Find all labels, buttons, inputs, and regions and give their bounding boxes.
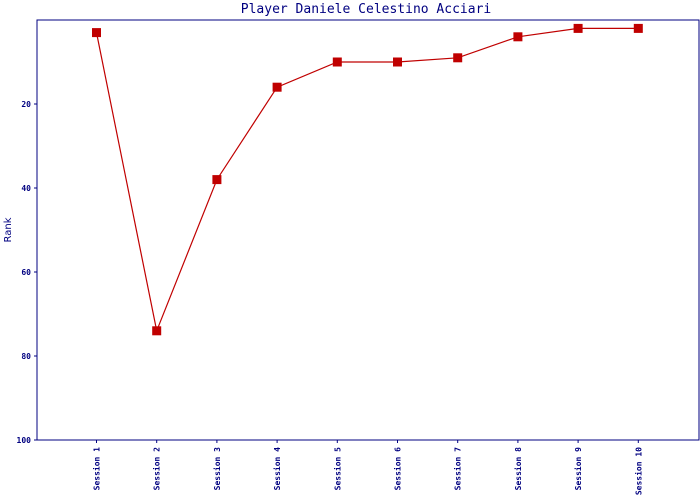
x-tick-label: Session 3 <box>212 447 222 491</box>
x-tick-label: Session 7 <box>453 447 463 491</box>
x-tick-label: Session 8 <box>513 447 523 491</box>
y-tick-label: 60 <box>21 268 31 277</box>
x-tick-label: Session 1 <box>92 447 102 491</box>
data-point-marker <box>152 326 162 336</box>
chart-title: Player Daniele Celestino Acciari <box>241 2 491 17</box>
data-point-marker <box>212 175 222 185</box>
x-tick-label: Session 6 <box>393 447 403 491</box>
data-point-marker <box>393 57 402 67</box>
x-tick-label: Session 2 <box>152 447 162 491</box>
data-point-marker <box>633 23 643 33</box>
data-point-marker <box>513 32 523 42</box>
series-layer <box>92 23 643 336</box>
y-tick-label: 40 <box>21 184 31 193</box>
data-point-marker <box>272 82 282 92</box>
plot-frame <box>36 19 700 441</box>
x-tick-label: Session 4 <box>272 447 282 491</box>
x-tick-label: Session 5 <box>332 447 342 491</box>
x-axis-ticks: Session 1 Session 2 Session 3 Session 4 Sess… <box>92 440 643 495</box>
y-tick-label: 80 <box>21 352 31 361</box>
data-point-marker <box>453 53 463 63</box>
y-axis-ticks: 20 40 60 80 100 <box>17 100 37 445</box>
y-axis-label: Rank <box>3 217 14 242</box>
y-tick-label: 100 <box>17 436 32 445</box>
data-point-marker <box>573 23 583 33</box>
y-tick-label: 20 <box>21 100 31 109</box>
series-line <box>95 27 639 333</box>
x-tick-label: Session 10 <box>633 447 643 495</box>
data-point-marker <box>92 28 101 38</box>
data-point-marker <box>332 57 342 67</box>
x-tick-label: Session 9 <box>573 447 583 491</box>
